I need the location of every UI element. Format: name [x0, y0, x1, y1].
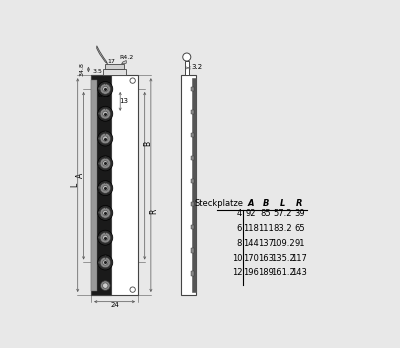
Text: 65: 65 — [294, 224, 305, 233]
Text: 17: 17 — [107, 60, 115, 64]
Text: 137: 137 — [258, 239, 274, 248]
Text: 109.2: 109.2 — [271, 239, 294, 248]
Text: 117: 117 — [292, 253, 307, 262]
Bar — [98, 111, 102, 116]
Bar — [98, 235, 102, 240]
Circle shape — [98, 230, 113, 245]
Circle shape — [103, 111, 108, 116]
Bar — [98, 260, 102, 265]
Text: L: L — [70, 183, 79, 187]
Circle shape — [98, 205, 113, 220]
Text: 83.2: 83.2 — [273, 224, 292, 233]
Bar — [98, 136, 102, 141]
Text: 143: 143 — [292, 268, 307, 277]
Circle shape — [103, 136, 108, 141]
Text: 144: 144 — [243, 239, 259, 248]
Circle shape — [100, 133, 110, 144]
Circle shape — [103, 235, 108, 240]
Circle shape — [103, 260, 108, 265]
Text: 163: 163 — [258, 253, 274, 262]
Circle shape — [103, 161, 108, 166]
Text: 3.2: 3.2 — [191, 64, 202, 70]
Circle shape — [98, 255, 113, 270]
Bar — [91, 75, 138, 295]
Bar — [191, 225, 194, 229]
Circle shape — [98, 131, 113, 146]
Text: 8: 8 — [237, 239, 242, 248]
Text: 189: 189 — [258, 268, 274, 277]
Circle shape — [103, 86, 108, 92]
Bar — [191, 202, 194, 206]
Bar — [192, 78, 196, 292]
Polygon shape — [122, 61, 126, 64]
Text: 92: 92 — [246, 209, 256, 218]
Text: L: L — [280, 199, 285, 208]
Circle shape — [130, 287, 135, 292]
Text: R: R — [150, 209, 158, 214]
Bar — [91, 75, 111, 295]
Circle shape — [183, 53, 191, 61]
Text: 4: 4 — [237, 209, 242, 218]
Text: 91: 91 — [294, 239, 305, 248]
Circle shape — [100, 109, 110, 119]
Circle shape — [100, 84, 110, 94]
Text: A: A — [248, 199, 254, 208]
Text: 118: 118 — [243, 224, 259, 233]
Text: R4.2: R4.2 — [119, 55, 134, 60]
Text: 135.2: 135.2 — [271, 253, 294, 262]
Bar — [191, 110, 194, 114]
Text: 3.5: 3.5 — [92, 69, 102, 74]
Bar — [98, 87, 102, 92]
Text: 170: 170 — [243, 253, 259, 262]
Circle shape — [98, 181, 113, 196]
Bar — [191, 156, 194, 160]
Circle shape — [103, 210, 108, 215]
Circle shape — [100, 158, 110, 168]
Circle shape — [100, 208, 110, 218]
Bar — [98, 186, 102, 191]
Circle shape — [98, 156, 113, 171]
Circle shape — [100, 281, 110, 291]
Bar — [191, 271, 194, 276]
Bar — [191, 248, 194, 253]
Text: B: B — [263, 199, 269, 208]
Text: 6: 6 — [237, 224, 242, 233]
Text: 10: 10 — [232, 253, 242, 262]
Text: B: B — [144, 141, 152, 146]
Circle shape — [100, 183, 110, 193]
Text: 111: 111 — [258, 224, 274, 233]
Polygon shape — [97, 46, 108, 64]
Text: 24: 24 — [110, 302, 119, 308]
Bar — [185, 61, 189, 75]
Circle shape — [98, 81, 113, 96]
Text: 39: 39 — [294, 209, 305, 218]
Circle shape — [98, 106, 113, 121]
Bar — [91, 80, 97, 291]
Text: 196: 196 — [243, 268, 259, 277]
Bar — [98, 211, 102, 215]
Text: R: R — [296, 199, 303, 208]
Circle shape — [103, 185, 108, 191]
Bar — [105, 64, 124, 69]
Bar — [191, 87, 194, 91]
Text: A: A — [76, 173, 85, 179]
Text: 34.8: 34.8 — [80, 63, 85, 77]
Circle shape — [100, 232, 110, 243]
Bar — [98, 161, 102, 166]
Bar — [103, 69, 126, 75]
Circle shape — [100, 257, 110, 268]
Circle shape — [130, 78, 135, 83]
Text: 161.2: 161.2 — [271, 268, 294, 277]
Bar — [181, 75, 196, 295]
Text: Ø42: Ø42 — [98, 93, 111, 98]
Text: 12: 12 — [232, 268, 242, 277]
Text: 13: 13 — [119, 98, 128, 104]
Text: 57.2: 57.2 — [274, 209, 292, 218]
Bar — [191, 179, 194, 183]
Text: 85: 85 — [261, 209, 271, 218]
Bar — [191, 133, 194, 137]
Text: Steckplatze: Steckplatze — [194, 199, 243, 208]
Circle shape — [103, 283, 108, 288]
